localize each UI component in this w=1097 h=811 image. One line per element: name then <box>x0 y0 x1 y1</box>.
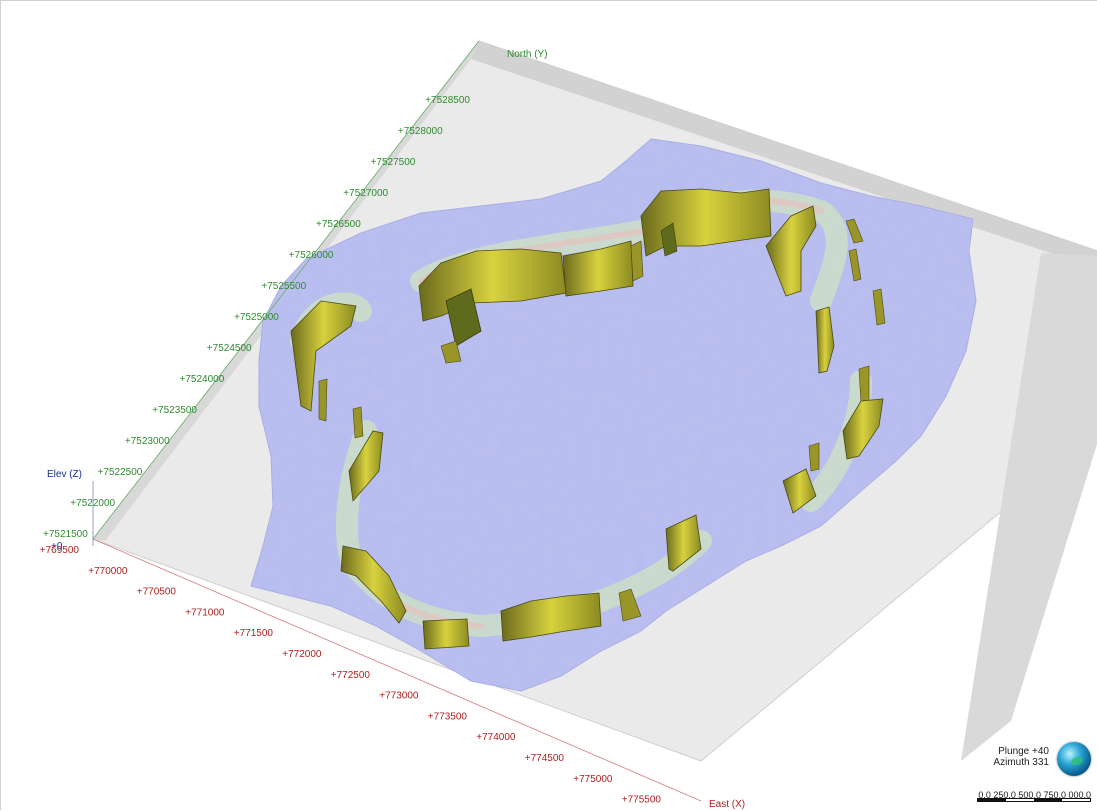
east-tick-label: +775000 <box>573 774 613 785</box>
north-tick-label: +7526500 <box>316 219 361 230</box>
slab <box>858 365 870 404</box>
north-tick-label: +7528000 <box>398 126 443 137</box>
east-tick-label: +774000 <box>476 732 516 743</box>
slab <box>872 288 886 326</box>
east-tick-label: +773500 <box>428 711 468 722</box>
north-tick-label: +7526000 <box>289 250 334 261</box>
east-axis-line <box>92 538 702 802</box>
slab <box>848 248 862 282</box>
anomaly-slabs <box>290 188 886 650</box>
slab <box>422 618 470 650</box>
slab <box>845 218 864 244</box>
north-tick-label: +7525500 <box>261 281 306 292</box>
elev-axis-zero: +0 <box>51 541 63 552</box>
azimuth-readout: Azimuth 331 <box>993 757 1049 768</box>
slab <box>352 406 364 439</box>
plunge-readout: Plunge +40 <box>998 746 1049 757</box>
slab <box>440 340 462 364</box>
east-axis-ticks: +769500 +770000 +770500 +771000 +771500 +7720… <box>40 545 662 806</box>
slab <box>500 592 602 642</box>
north-tick-label: +7523000 <box>125 436 170 447</box>
north-tick-label: +7521500 <box>43 529 88 540</box>
east-tick-label: +771500 <box>234 628 274 639</box>
scale-bar <box>977 798 1091 802</box>
east-tick-label: +770500 <box>137 587 177 598</box>
slab <box>618 588 642 622</box>
slab <box>665 514 702 572</box>
north-tick-label: +7527500 <box>371 157 416 168</box>
north-tick-label: +7522000 <box>70 498 115 509</box>
slab <box>808 442 820 472</box>
east-tick-label: +771000 <box>185 607 225 618</box>
north-tick-label: +7528500 <box>425 95 470 106</box>
east-tick-label: +769500 <box>40 545 80 556</box>
east-tick-label: +772500 <box>331 670 371 681</box>
east-tick-label: +774500 <box>525 753 565 764</box>
slab <box>445 288 482 347</box>
orientation-globe-icon[interactable] <box>1057 742 1091 776</box>
east-tick-label: +772000 <box>282 649 322 660</box>
scale-bar-labels: 0,0 250,0 500,0 750,0 000,0 <box>978 790 1091 800</box>
north-axis-title: North (Y) <box>507 49 548 60</box>
ground-plane-edge-east <box>961 253 1097 761</box>
slab <box>765 205 817 297</box>
east-axis-title: East (X) <box>709 799 745 810</box>
north-axis-line <box>92 40 480 540</box>
slab <box>842 398 884 460</box>
east-tick-label: +770000 <box>88 566 128 577</box>
north-tick-label: +7527000 <box>343 188 388 199</box>
slab <box>815 306 835 374</box>
slab <box>660 222 678 257</box>
east-tick-label: +775500 <box>622 795 662 806</box>
north-axis-ticks: +7521500 +7522000 +7522500 +7523000 +7523500… <box>43 95 470 540</box>
orientation-widget[interactable]: Plunge +40 Azimuth 331 0,0 250,0 500,0 7… <box>971 742 1091 802</box>
slab <box>340 545 407 624</box>
north-tick-label: +7524500 <box>207 343 252 354</box>
slab <box>630 240 644 282</box>
slab <box>318 378 328 422</box>
slab <box>290 300 357 412</box>
slab <box>782 468 817 514</box>
slab <box>348 430 384 502</box>
north-tick-label: +7523500 <box>152 405 197 416</box>
elev-axis-title: Elev (Z) <box>47 469 82 480</box>
north-tick-label: +7524000 <box>180 374 225 385</box>
north-tick-label: +7525000 <box>234 312 279 323</box>
north-tick-label: +7522500 <box>98 467 143 478</box>
slab <box>562 240 634 297</box>
east-tick-label: +773000 <box>379 691 419 702</box>
